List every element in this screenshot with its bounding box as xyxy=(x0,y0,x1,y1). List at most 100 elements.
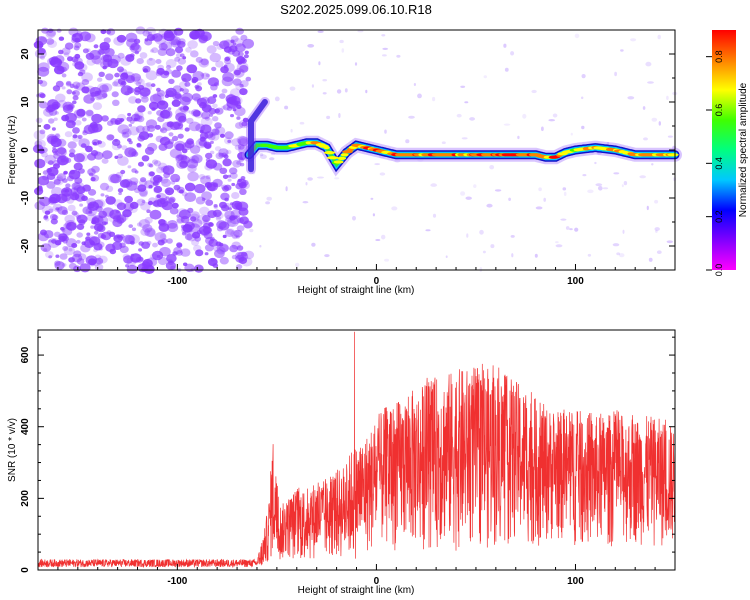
noise-blob xyxy=(191,78,197,84)
noise-blob xyxy=(104,221,109,225)
noise-blob xyxy=(73,85,79,90)
noise-blob xyxy=(223,64,228,68)
noise-blob xyxy=(230,114,234,118)
noise-blob xyxy=(121,128,132,138)
noise-blob xyxy=(90,92,97,98)
noise-blob xyxy=(212,209,222,217)
noise-speck xyxy=(405,139,410,144)
noise-speck xyxy=(441,141,446,144)
noise-blob xyxy=(149,176,160,185)
noise-blob xyxy=(209,52,221,63)
noise-blob xyxy=(218,221,230,231)
noise-blob xyxy=(146,58,156,66)
noise-blob xyxy=(39,129,46,135)
noise-blob xyxy=(212,103,218,109)
noise-blob xyxy=(37,66,50,77)
noise-blob xyxy=(128,224,133,229)
noise-blob xyxy=(91,113,103,124)
noise-blob xyxy=(244,50,249,55)
noise-blob xyxy=(146,209,151,213)
snr-panel: -100 0 100 0 200 400 600 Height of straight l… xyxy=(7,329,676,596)
noise-blob xyxy=(142,224,153,233)
noise-blob xyxy=(114,138,118,142)
noise-blob xyxy=(60,158,66,163)
noise-speck xyxy=(565,226,570,230)
noise-blob xyxy=(64,42,74,50)
noise-blob xyxy=(98,71,105,78)
noise-blob xyxy=(72,81,81,89)
noise-blob xyxy=(125,264,130,268)
noise-blob xyxy=(192,231,201,239)
noise-blob xyxy=(55,254,60,258)
noise-speck xyxy=(538,187,542,192)
noise-blob xyxy=(157,177,162,181)
noise-speck xyxy=(582,174,587,177)
noise-blob xyxy=(205,73,210,78)
noise-speck xyxy=(365,89,368,94)
colorbar-tick-label: 0.6 xyxy=(714,104,724,117)
noise-blob xyxy=(177,123,182,127)
noise-blob xyxy=(76,108,86,117)
noise-speck xyxy=(339,39,344,44)
noise-blob xyxy=(206,45,217,54)
noise-blob xyxy=(198,139,208,147)
noise-blob xyxy=(148,184,153,189)
noise-speck xyxy=(581,125,585,130)
noise-blob xyxy=(156,254,161,258)
noise-blob xyxy=(190,50,199,58)
noise-blob xyxy=(128,126,140,136)
noise-blob xyxy=(160,165,170,173)
noise-blob xyxy=(172,85,182,94)
noise-blob xyxy=(169,207,179,215)
noise-blob xyxy=(69,148,76,154)
noise-blob xyxy=(140,227,151,236)
noise-blob xyxy=(135,81,142,87)
noise-blob xyxy=(219,256,229,265)
noise-blob xyxy=(200,116,213,127)
noise-speck xyxy=(612,243,620,247)
noise-blob xyxy=(234,144,242,151)
noise-speck xyxy=(372,213,375,217)
noise-blob xyxy=(189,155,200,164)
noise-blob xyxy=(235,254,245,263)
noise-speck xyxy=(522,113,527,119)
noise-blob xyxy=(235,122,244,129)
noise-blob xyxy=(117,66,124,73)
noise-blob xyxy=(61,209,69,216)
noise-blob xyxy=(181,73,192,83)
noise-blob xyxy=(48,255,53,259)
noise-blob xyxy=(186,138,194,145)
noise-blob xyxy=(148,197,157,205)
noise-blob xyxy=(205,199,214,206)
noise-blob xyxy=(71,191,78,197)
noise-blob xyxy=(106,30,112,35)
noise-blob xyxy=(142,30,150,37)
noise-speck xyxy=(417,93,422,99)
noise-blob xyxy=(76,223,85,230)
noise-blob xyxy=(241,251,248,257)
noise-speck xyxy=(503,43,507,48)
noise-blob xyxy=(42,170,49,175)
noise-blob xyxy=(33,130,46,140)
noise-blob xyxy=(182,88,190,94)
trace-cell xyxy=(667,153,679,157)
colorbar-gradient xyxy=(712,30,736,270)
snr-x-ticks: -100 0 100 xyxy=(37,564,676,587)
noise-blob xyxy=(136,222,142,227)
noise-blob xyxy=(125,130,130,135)
noise-blob xyxy=(212,162,223,171)
noise-blob xyxy=(61,86,66,90)
noise-blob xyxy=(242,38,255,49)
noise-blob xyxy=(168,78,175,85)
noise-speck xyxy=(510,51,515,56)
noise-speck xyxy=(569,228,573,231)
noise-blob xyxy=(174,93,182,99)
noise-blob xyxy=(64,214,75,224)
noise-speck xyxy=(382,47,389,51)
noise-blob xyxy=(94,263,104,271)
noise-blob xyxy=(66,104,73,111)
noise-speck xyxy=(486,203,493,208)
noise-speck xyxy=(430,183,438,187)
noise-blob xyxy=(169,148,182,159)
